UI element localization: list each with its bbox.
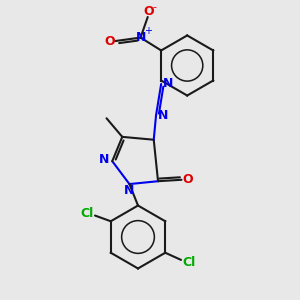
Text: O: O <box>182 173 193 186</box>
Text: Cl: Cl <box>182 256 196 269</box>
Text: N: N <box>163 77 173 90</box>
Text: +: + <box>144 26 152 36</box>
Text: N: N <box>99 153 110 166</box>
Text: N: N <box>124 184 134 197</box>
Text: Cl: Cl <box>80 207 94 220</box>
Text: N: N <box>136 31 146 44</box>
Text: -: - <box>153 2 157 12</box>
Text: N: N <box>158 110 168 122</box>
Text: O: O <box>104 35 115 48</box>
Text: O: O <box>143 5 154 18</box>
